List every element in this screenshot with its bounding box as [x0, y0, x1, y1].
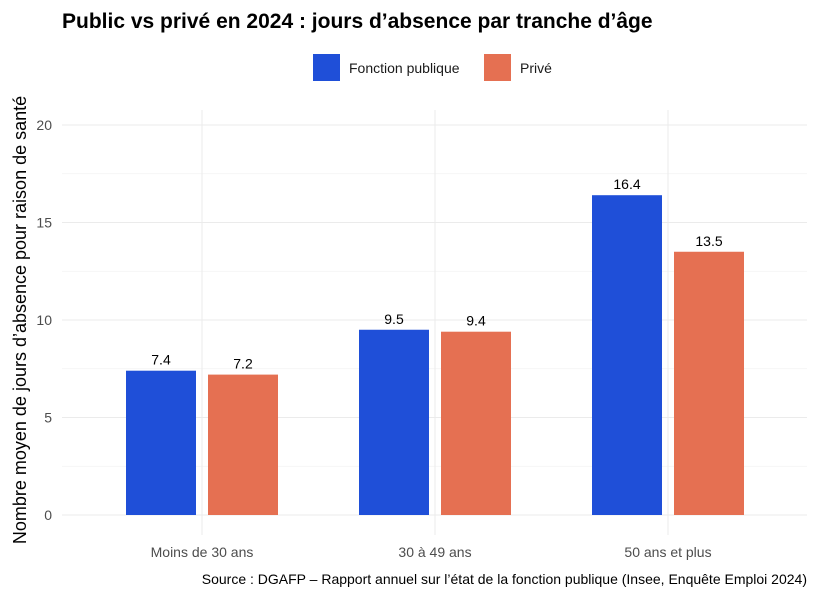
- y-tick-label: 0: [44, 507, 52, 523]
- y-tick-label: 10: [36, 312, 52, 328]
- y-tick-label: 15: [36, 215, 52, 231]
- legend-label-prive: Privé: [520, 60, 552, 76]
- x-axis-ticks: Moins de 30 ans 30 à 49 ans 50 ans et plus: [151, 544, 712, 560]
- y-axis-ticks: 0 5 10 15 20: [36, 117, 52, 523]
- bar-value-label: 7.2: [233, 356, 253, 372]
- y-tick-label: 5: [44, 410, 52, 426]
- bar-fonction-publique-2: [592, 195, 662, 515]
- value-labels: 7.4 7.2 9.5 9.4 16.4 13.5: [151, 176, 723, 371]
- bar-prive-2: [674, 251, 744, 515]
- bar-fonction-publique-0: [126, 370, 196, 515]
- x-tick-label: Moins de 30 ans: [151, 544, 254, 560]
- bar-prive-0: [208, 374, 278, 515]
- x-tick-label: 30 à 49 ans: [398, 544, 471, 560]
- bar-value-label: 16.4: [613, 176, 640, 192]
- legend-swatch-prive: [484, 54, 511, 81]
- bar-value-label: 7.4: [151, 352, 171, 368]
- legend-label-fonction-publique: Fonction publique: [349, 60, 460, 76]
- chart-title: Public vs privé en 2024 : jours d’absenc…: [62, 10, 653, 33]
- x-tick-label: 50 ans et plus: [624, 544, 711, 560]
- y-tick-label: 20: [36, 117, 52, 133]
- y-axis-label: Nombre moyen de jours d’absence pour rai…: [10, 96, 30, 544]
- legend: Fonction publique Privé: [313, 54, 552, 81]
- bar-fonction-publique-1: [359, 329, 429, 515]
- source-caption: Source : DGAFP – Rapport annuel sur l’ét…: [202, 571, 807, 587]
- bar-value-label: 9.5: [384, 311, 404, 327]
- bar-value-label: 13.5: [695, 233, 722, 249]
- bars: [126, 195, 744, 515]
- bar-prive-1: [441, 331, 511, 515]
- bar-value-label: 9.4: [466, 313, 486, 329]
- legend-swatch-fonction-publique: [313, 54, 340, 81]
